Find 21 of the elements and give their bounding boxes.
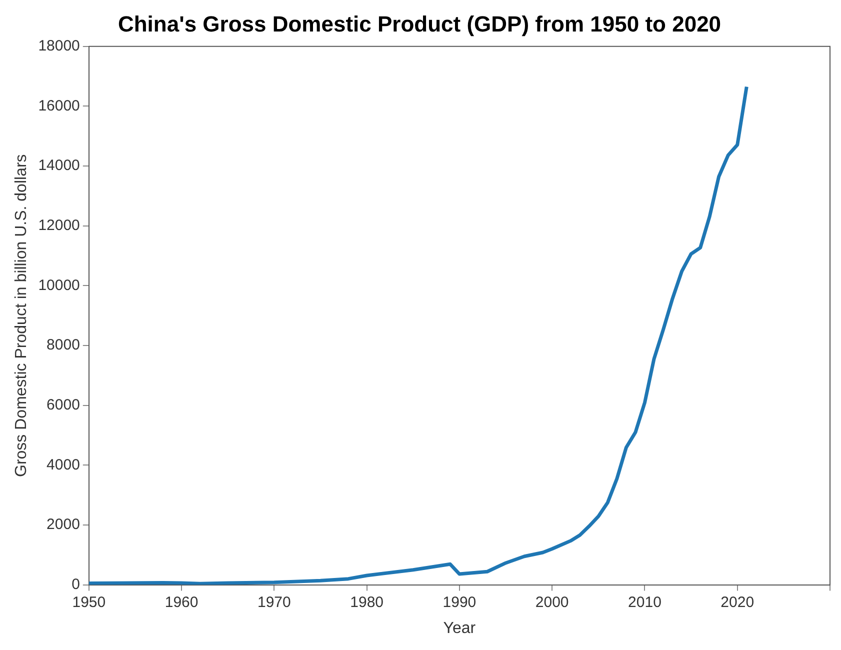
x-tick-label: 2000 — [535, 594, 569, 611]
chart-title: China's Gross Domestic Product (GDP) from 1950 to 2020 — [118, 11, 722, 36]
y-tick-label: 14000 — [38, 157, 80, 174]
x-tick-label: 1980 — [350, 594, 384, 611]
y-tick-label: 6000 — [46, 396, 80, 414]
x-tick-label: 1950 — [72, 594, 106, 611]
y-tick-label: 16000 — [38, 97, 80, 114]
y-tick-label: 8000 — [46, 336, 80, 354]
y-tick-label: 4000 — [46, 456, 80, 474]
y-axis-title: Gross Domestic Product in billion U.S. dollars — [13, 154, 30, 477]
y-tick-label: 18000 — [38, 38, 80, 55]
x-tick-label: 2020 — [720, 594, 754, 611]
y-tick-label: 0 — [72, 576, 80, 593]
y-tick-label: 10000 — [38, 276, 80, 294]
x-tick-label: 1960 — [164, 594, 198, 611]
x-axis-title: Year — [443, 620, 476, 637]
x-tick-label: 1990 — [442, 594, 476, 611]
y-tick-label: 2000 — [46, 516, 80, 534]
x-tick-label: 1970 — [257, 594, 291, 611]
x-tick-label: 2010 — [628, 594, 662, 611]
y-tick-label: 12000 — [38, 217, 80, 234]
